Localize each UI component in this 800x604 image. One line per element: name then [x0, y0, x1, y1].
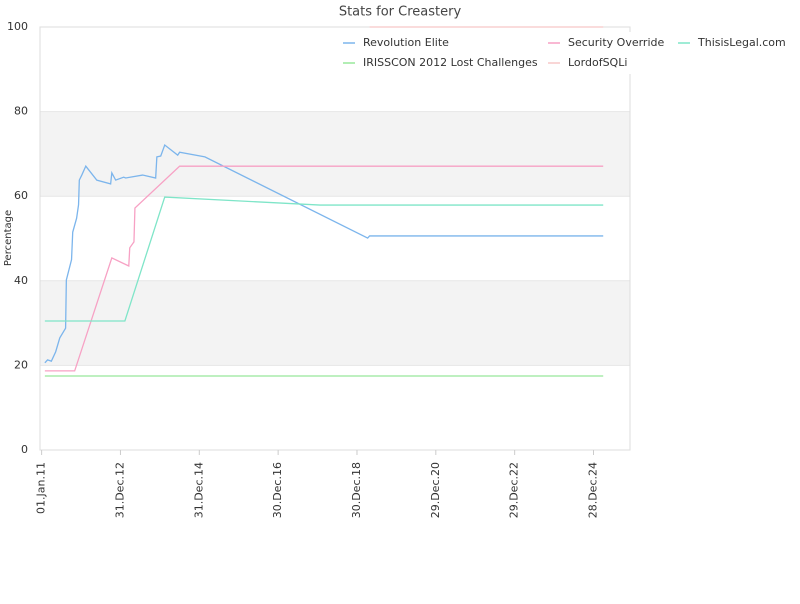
y-tick-label: 80 [14, 105, 28, 118]
x-tick-label: 30.Dec.18 [350, 462, 363, 518]
x-tick-label: 01.Jan.11 [35, 462, 48, 514]
legend-box [330, 32, 792, 74]
x-tick-label: 31.Dec.14 [192, 462, 205, 518]
y-tick-label: 0 [21, 443, 28, 456]
legend-label: Security Override [568, 36, 664, 49]
legend-label: IRISSCON 2012 Lost Challenges [363, 56, 538, 69]
series-line [44, 143, 604, 364]
plot-border [39, 26, 631, 451]
series-line [44, 165, 604, 372]
legend-label: Revolution Elite [363, 36, 449, 49]
legend-label: ThisisLegal.com [697, 36, 786, 49]
legend-label: LordofSQLi [568, 56, 627, 69]
y-tick-label: 20 [14, 358, 28, 371]
x-tick-label: 29.Dec.20 [429, 462, 442, 518]
x-tick-label: 29.Dec.22 [508, 462, 521, 518]
x-tick-label: 30.Dec.16 [271, 462, 284, 518]
x-tick-label: 28.Dec.24 [586, 462, 599, 518]
x-tick-label: 31.Dec.12 [113, 462, 126, 518]
y-tick-label: 60 [14, 189, 28, 202]
series-line [44, 196, 604, 322]
y-tick-label: 40 [14, 274, 28, 287]
plot-band [40, 111, 630, 197]
y-axis-label: Percentage [3, 210, 14, 266]
plot-band [40, 280, 630, 366]
y-tick-label: 100 [7, 20, 28, 33]
chart-title: Stats for Creastery [339, 5, 462, 20]
